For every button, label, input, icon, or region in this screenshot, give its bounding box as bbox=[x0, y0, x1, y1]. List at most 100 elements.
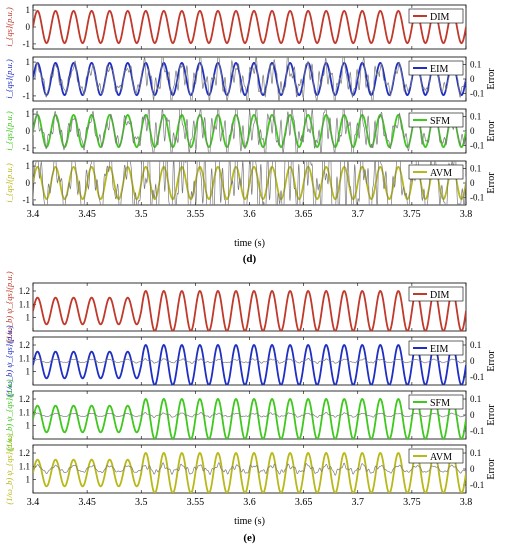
right-tick-label: -0.1 bbox=[470, 480, 484, 490]
error-line bbox=[33, 462, 466, 476]
series-line bbox=[33, 398, 466, 439]
right-axis-label: Error bbox=[486, 404, 497, 426]
legend-box bbox=[408, 8, 464, 24]
y-axis-label: (1/ω_b) ψ_{qs}(p.u.) bbox=[4, 271, 14, 342]
right-tick-label: -0.1 bbox=[470, 89, 484, 99]
legend-box bbox=[408, 394, 464, 410]
right-tick-label: -0.1 bbox=[470, 141, 484, 151]
x-tick-label: 3.7 bbox=[352, 209, 365, 220]
y-tick-label: 1.2 bbox=[19, 286, 30, 296]
x-tick-label: 3.55 bbox=[187, 497, 205, 508]
y-tick-label: 0 bbox=[26, 126, 31, 136]
series-line bbox=[33, 113, 466, 149]
error-line bbox=[33, 109, 466, 153]
y-tick-label: 1 bbox=[26, 421, 31, 431]
right-axis-label: Error bbox=[486, 172, 497, 194]
legend-box bbox=[408, 286, 464, 302]
x-tick-label: 3.45 bbox=[78, 497, 96, 508]
right-tick-label: 0 bbox=[470, 126, 475, 136]
error-line bbox=[33, 411, 466, 418]
legend-label: SFM bbox=[430, 398, 450, 409]
y-tick-label: -1 bbox=[23, 143, 31, 153]
subplot: -1 0 1 DIM i_{qs}(p.u.) bbox=[4, 4, 467, 50]
y-tick-label: 1 bbox=[26, 5, 31, 15]
right-tick-label: 0 bbox=[470, 464, 475, 474]
error-line bbox=[33, 358, 466, 364]
x-tick-label: 3.6 bbox=[243, 209, 256, 220]
x-axis-label: time (s) bbox=[234, 516, 265, 527]
error-line bbox=[33, 161, 466, 205]
y-tick-label: -1 bbox=[23, 39, 31, 49]
legend-box bbox=[408, 448, 464, 464]
series-line bbox=[33, 344, 466, 385]
y-axis-label: (1/ω_b) ψ_{qs}(p.u.) bbox=[4, 379, 14, 450]
y-tick-label: 1.1 bbox=[19, 407, 30, 417]
series-line bbox=[33, 9, 466, 45]
legend-box bbox=[408, 164, 464, 180]
x-tick-label: 3.65 bbox=[295, 497, 313, 508]
y-tick-label: -1 bbox=[23, 91, 31, 101]
right-tick-label: 0 bbox=[470, 410, 475, 420]
right-tick-label: 0.1 bbox=[470, 59, 481, 69]
y-tick-label: 1 bbox=[26, 475, 31, 485]
y-tick-label: -1 bbox=[23, 195, 31, 205]
right-tick-label: 0.1 bbox=[470, 394, 481, 404]
x-tick-label: 3.8 bbox=[460, 497, 473, 508]
right-axis-label: Error bbox=[486, 350, 497, 372]
y-tick-label: 1 bbox=[26, 367, 31, 377]
right-axis-label: Error bbox=[486, 120, 497, 142]
series-line bbox=[33, 452, 466, 493]
x-tick-label: 3.75 bbox=[403, 497, 421, 508]
x-tick-label: 3.8 bbox=[460, 209, 473, 220]
y-tick-label: 1 bbox=[26, 109, 31, 119]
legend-box bbox=[408, 60, 464, 76]
x-tick-label: 3.75 bbox=[403, 209, 421, 220]
y-tick-label: 0 bbox=[26, 178, 31, 188]
right-tick-label: 0 bbox=[470, 74, 475, 84]
series-line bbox=[33, 290, 466, 331]
right-tick-label: -0.1 bbox=[470, 372, 484, 382]
y-tick-label: 1.1 bbox=[19, 461, 30, 471]
subplot: 1 1.1 1.2 DIM (1/ω_b) ψ_{qs}(p.u.) bbox=[4, 271, 467, 343]
y-tick-label: 1.2 bbox=[19, 340, 30, 350]
right-axis-label: Error bbox=[486, 458, 497, 480]
legend-label: EIM bbox=[430, 64, 448, 75]
right-axis-label: Error bbox=[486, 68, 497, 90]
right-tick-label: 0.1 bbox=[470, 111, 481, 121]
y-tick-label: 0 bbox=[26, 22, 31, 32]
x-tick-label: 3.7 bbox=[352, 497, 365, 508]
legend-label: AVM bbox=[430, 168, 452, 179]
panel-label: (e) bbox=[243, 532, 256, 544]
panel-label: (d) bbox=[243, 253, 257, 265]
x-tick-label: 3.5 bbox=[135, 209, 148, 220]
legend-box bbox=[408, 112, 464, 128]
y-tick-label: 1.1 bbox=[19, 299, 30, 309]
y-tick-label: 1.2 bbox=[19, 448, 30, 458]
y-axis-label: i_{qs}(p.u.) bbox=[4, 111, 14, 151]
x-tick-label: 3.65 bbox=[295, 209, 313, 220]
y-tick-label: 1 bbox=[26, 57, 31, 67]
legend-label: AVM bbox=[430, 452, 452, 463]
y-tick-label: 0 bbox=[26, 74, 31, 84]
x-tick-label: 3.4 bbox=[27, 209, 40, 220]
y-tick-label: 1.2 bbox=[19, 394, 30, 404]
y-axis-label: (1/ω_b) ψ_{qs}(p.u.) bbox=[4, 433, 14, 504]
x-tick-label: 3.55 bbox=[187, 209, 205, 220]
right-tick-label: 0.1 bbox=[470, 448, 481, 458]
x-tick-label: 3.6 bbox=[243, 497, 256, 508]
y-axis-label: (1/ω_b) ψ_{qs}(p.u.) bbox=[4, 325, 14, 396]
legend-label: EIM bbox=[430, 344, 448, 355]
x-tick-label: 3.5 bbox=[135, 497, 148, 508]
right-tick-label: 0.1 bbox=[470, 163, 481, 173]
y-axis-label: i_{qs}(p.u.) bbox=[4, 163, 14, 203]
y-tick-label: 1 bbox=[26, 313, 31, 323]
right-tick-label: 0.1 bbox=[470, 340, 481, 350]
